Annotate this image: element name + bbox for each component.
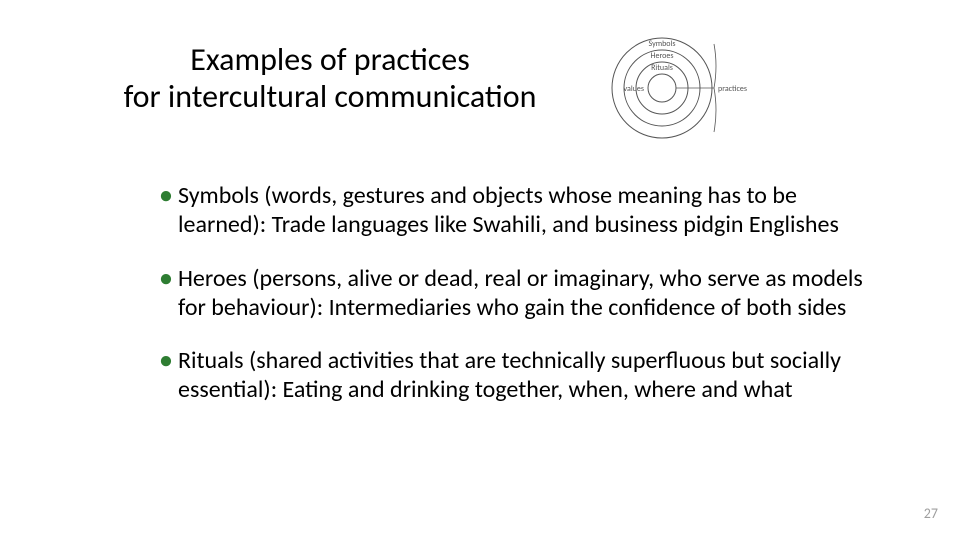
culture-onion-diagram: values Rituals Heroes Symbols practices: [600, 18, 760, 148]
svg-text:practices: practices: [718, 84, 747, 94]
list-item-text: Symbols (words, gestures and objects who…: [178, 181, 839, 239]
svg-text:Heroes: Heroes: [651, 51, 674, 61]
slide-title: Examples of practices for intercultural …: [60, 42, 600, 116]
slide: Examples of practices for intercultural …: [0, 0, 960, 540]
list-item: •Symbols (words, gestures and objects wh…: [160, 181, 880, 240]
title-line-2: for intercultural communication: [60, 79, 600, 116]
list-item-text: Heroes (persons, alive or dead, real or …: [178, 264, 863, 322]
bullet-marker: •: [160, 264, 178, 293]
page-number: 27: [924, 505, 938, 522]
svg-text:Rituals: Rituals: [651, 63, 673, 73]
bullet-marker: •: [160, 346, 178, 375]
list-item: •Heroes (persons, alive or dead, real or…: [160, 264, 880, 323]
svg-text:Symbols: Symbols: [649, 39, 676, 49]
list-item: •Rituals (shared activities that are tec…: [160, 346, 880, 405]
list-item-text: Rituals (shared activities that are tech…: [178, 346, 841, 404]
svg-text:values: values: [624, 84, 644, 94]
title-line-1: Examples of practices: [60, 42, 600, 79]
bullet-marker: •: [160, 181, 178, 210]
bullet-list: •Symbols (words, gestures and objects wh…: [120, 181, 880, 429]
